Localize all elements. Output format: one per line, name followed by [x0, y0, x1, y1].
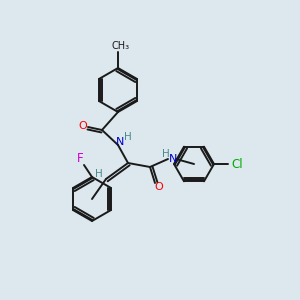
Text: H: H [95, 169, 103, 179]
Text: H: H [124, 132, 132, 142]
Text: N: N [169, 154, 177, 164]
Text: O: O [154, 182, 164, 192]
Text: Cl: Cl [231, 158, 243, 170]
Text: F: F [77, 152, 83, 164]
Text: N: N [116, 137, 124, 147]
Text: H: H [162, 149, 170, 159]
Text: O: O [79, 121, 87, 131]
Text: CH₃: CH₃ [112, 41, 130, 51]
